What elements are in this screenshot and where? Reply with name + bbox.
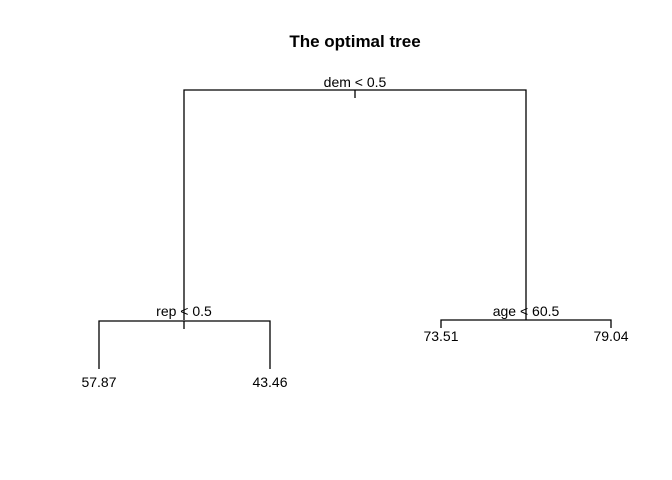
root-split-label: dem < 0.5 (324, 74, 387, 90)
leaf-left-right: 43.46 (252, 374, 287, 390)
root-branch (183, 89, 527, 320)
leaf-right-right: 79.04 (593, 328, 628, 344)
left-node-split-label: rep < 0.5 (156, 303, 212, 319)
right-node-branch (440, 319, 612, 328)
diagram-title: The optimal tree (289, 32, 420, 51)
leaf-left-left: 57.87 (81, 374, 116, 390)
right-node-split-label: age < 60.5 (493, 303, 560, 319)
leaf-right-left: 73.51 (423, 328, 458, 344)
